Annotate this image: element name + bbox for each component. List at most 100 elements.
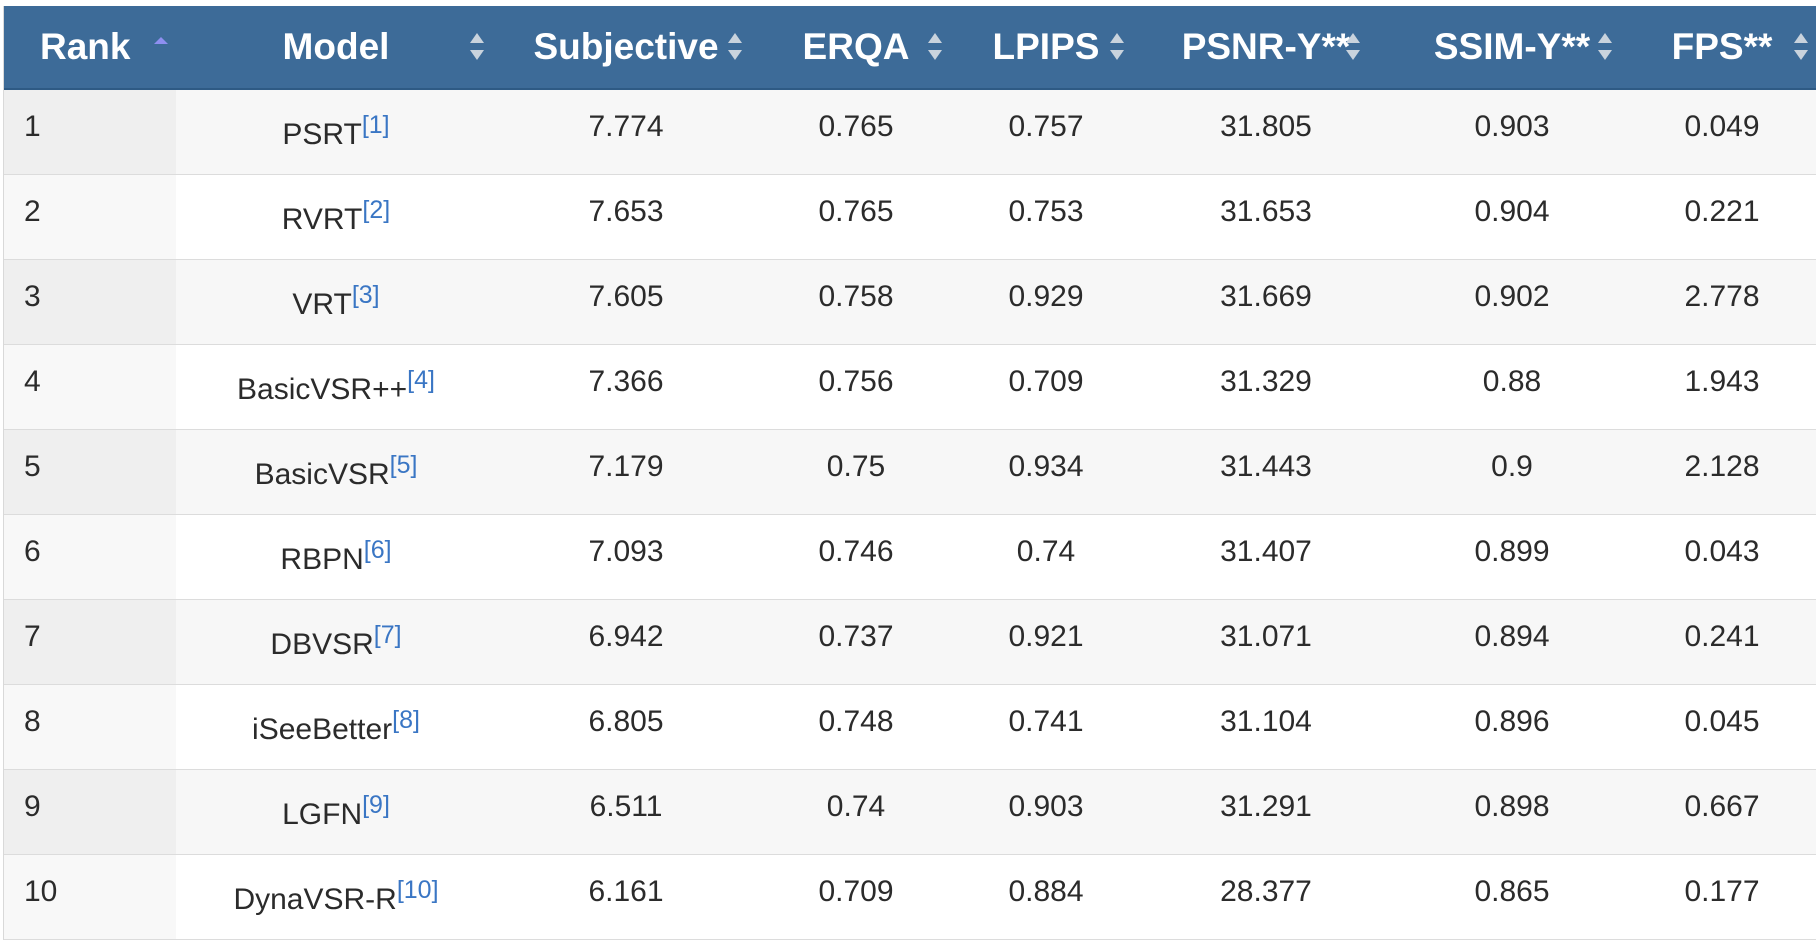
model-cell: VRT[3] <box>176 259 496 344</box>
sort-up-arrow-icon <box>1598 33 1612 43</box>
reference-link[interactable]: [8] <box>392 705 420 734</box>
subjective-cell: 7.605 <box>496 259 756 344</box>
table-row: 2 RVRT[2] 7.653 0.765 0.753 31.653 0.904 0.221 <box>4 174 1816 259</box>
sort-icon[interactable] <box>468 31 486 63</box>
table-body: 1 PSRT[1] 7.774 0.765 0.757 31.805 0.903 0.049 2… <box>4 89 1816 939</box>
sort-down-arrow-icon <box>728 50 742 60</box>
lpips-cell: 0.929 <box>956 259 1136 344</box>
model-cell: BasicVSR[5] <box>176 429 496 514</box>
sort-up-arrow-icon <box>1110 33 1124 43</box>
sort-up-arrow-icon <box>1346 33 1360 43</box>
fps-cell: 0.045 <box>1628 684 1816 769</box>
erqa-cell: 0.758 <box>756 259 956 344</box>
fps-cell: 1.943 <box>1628 344 1816 429</box>
erqa-cell: 0.737 <box>756 599 956 684</box>
fps-cell: 2.778 <box>1628 259 1816 344</box>
sort-ascending-icon[interactable] <box>152 31 170 63</box>
sort-down-arrow-icon <box>1794 50 1808 60</box>
model-name-wrap: BasicVSR[5] <box>254 452 418 491</box>
erqa-cell: 0.765 <box>756 174 956 259</box>
column-header-label: FPS** <box>1671 26 1773 67</box>
ssim-cell: 0.902 <box>1396 259 1628 344</box>
ssim-cell: 0.88 <box>1396 344 1628 429</box>
sort-up-arrow-icon <box>470 33 484 43</box>
fps-cell: 0.667 <box>1628 769 1816 854</box>
reference-link[interactable]: [3] <box>351 280 380 309</box>
model-cell: RBPN[6] <box>176 514 496 599</box>
sort-icon[interactable] <box>1792 31 1810 63</box>
column-header-fps[interactable]: FPS** <box>1628 6 1816 90</box>
rank-cell: 4 <box>4 344 176 429</box>
ssim-cell: 0.865 <box>1396 854 1628 939</box>
sort-down-arrow-icon <box>928 50 942 60</box>
lpips-cell: 0.903 <box>956 769 1136 854</box>
column-header-model[interactable]: Model <box>176 6 496 90</box>
model-cell: DBVSR[7] <box>176 599 496 684</box>
column-header-lpips[interactable]: LPIPS <box>956 6 1136 90</box>
sort-up-arrow-icon <box>154 37 168 44</box>
model-name: LGFN <box>282 797 363 831</box>
column-header-ssim-y[interactable]: SSIM-Y** <box>1396 6 1628 90</box>
lpips-cell: 0.884 <box>956 854 1136 939</box>
leaderboard-table: Rank Model Subjective ERQA LPIPS PSNR-Y*… <box>4 6 1816 940</box>
reference-link[interactable]: [9] <box>362 790 390 819</box>
sort-icon[interactable] <box>726 31 744 63</box>
fps-cell: 0.043 <box>1628 514 1816 599</box>
erqa-cell: 0.748 <box>756 684 956 769</box>
model-name: RVRT <box>281 202 363 236</box>
erqa-cell: 0.746 <box>756 514 956 599</box>
lpips-cell: 0.74 <box>956 514 1136 599</box>
ssim-cell: 0.898 <box>1396 769 1628 854</box>
reference-link[interactable]: [4] <box>407 365 435 394</box>
table-row: 9 LGFN[9] 6.511 0.74 0.903 31.291 0.898 0.667 <box>4 769 1816 854</box>
column-header-subjective[interactable]: Subjective <box>496 6 756 90</box>
erqa-cell: 0.75 <box>756 429 956 514</box>
model-name: BasicVSR <box>254 457 390 491</box>
psnr-cell: 28.377 <box>1136 854 1396 939</box>
ssim-cell: 0.896 <box>1396 684 1628 769</box>
sort-icon[interactable] <box>1344 31 1362 63</box>
column-header-label: Subjective <box>533 26 719 67</box>
sort-icon[interactable] <box>1108 31 1126 63</box>
model-name: PSRT <box>282 118 362 151</box>
table-row: 4 BasicVSR++[4] 7.366 0.756 0.709 31.329 0.88 1… <box>4 344 1816 429</box>
model-name-wrap: BasicVSR++[4] <box>237 367 435 406</box>
fps-cell: 0.241 <box>1628 599 1816 684</box>
fps-cell: 0.221 <box>1628 174 1816 259</box>
ssim-cell: 0.9 <box>1396 429 1628 514</box>
sort-icon[interactable] <box>1596 31 1614 63</box>
model-name: BasicVSR++ <box>237 372 408 406</box>
erqa-cell: 0.756 <box>756 344 956 429</box>
column-header-erqa[interactable]: ERQA <box>756 6 956 90</box>
subjective-cell: 6.511 <box>496 769 756 854</box>
table-row: 5 BasicVSR[5] 7.179 0.75 0.934 31.443 0.9 2.128 <box>4 429 1816 514</box>
psnr-cell: 31.291 <box>1136 769 1396 854</box>
column-header-psnr-y[interactable]: PSNR-Y** <box>1136 6 1396 90</box>
subjective-cell: 6.942 <box>496 599 756 684</box>
lpips-cell: 0.921 <box>956 599 1136 684</box>
model-name-wrap: RBPN[6] <box>280 537 391 576</box>
model-name-wrap: DynaVSR-R[10] <box>233 877 438 916</box>
reference-link[interactable]: [7] <box>373 620 402 649</box>
reference-link[interactable]: [5] <box>389 450 418 479</box>
lpips-cell: 0.709 <box>956 344 1136 429</box>
table-row: 10 DynaVSR-R[10] 6.161 0.709 0.884 28.377 0.86… <box>4 854 1816 939</box>
fps-cell: 0.049 <box>1628 89 1816 174</box>
sort-up-arrow-icon <box>728 33 742 43</box>
sort-icon[interactable] <box>926 31 944 63</box>
reference-link[interactable]: [1] <box>361 111 390 139</box>
column-header-label: ERQA <box>802 26 910 67</box>
psnr-cell: 31.805 <box>1136 89 1396 174</box>
column-header-rank[interactable]: Rank <box>4 6 176 90</box>
reference-link[interactable]: [10] <box>396 875 439 904</box>
rank-cell: 8 <box>4 684 176 769</box>
header-row: Rank Model Subjective ERQA LPIPS PSNR-Y*… <box>4 6 1816 90</box>
subjective-cell: 7.774 <box>496 89 756 174</box>
rank-cell: 7 <box>4 599 176 684</box>
model-name-wrap: DBVSR[7] <box>270 622 401 661</box>
reference-link[interactable]: [6] <box>363 535 392 564</box>
lpips-cell: 0.753 <box>956 174 1136 259</box>
reference-link[interactable]: [2] <box>362 195 391 224</box>
erqa-cell: 0.709 <box>756 854 956 939</box>
sort-down-arrow-icon <box>1346 50 1360 60</box>
